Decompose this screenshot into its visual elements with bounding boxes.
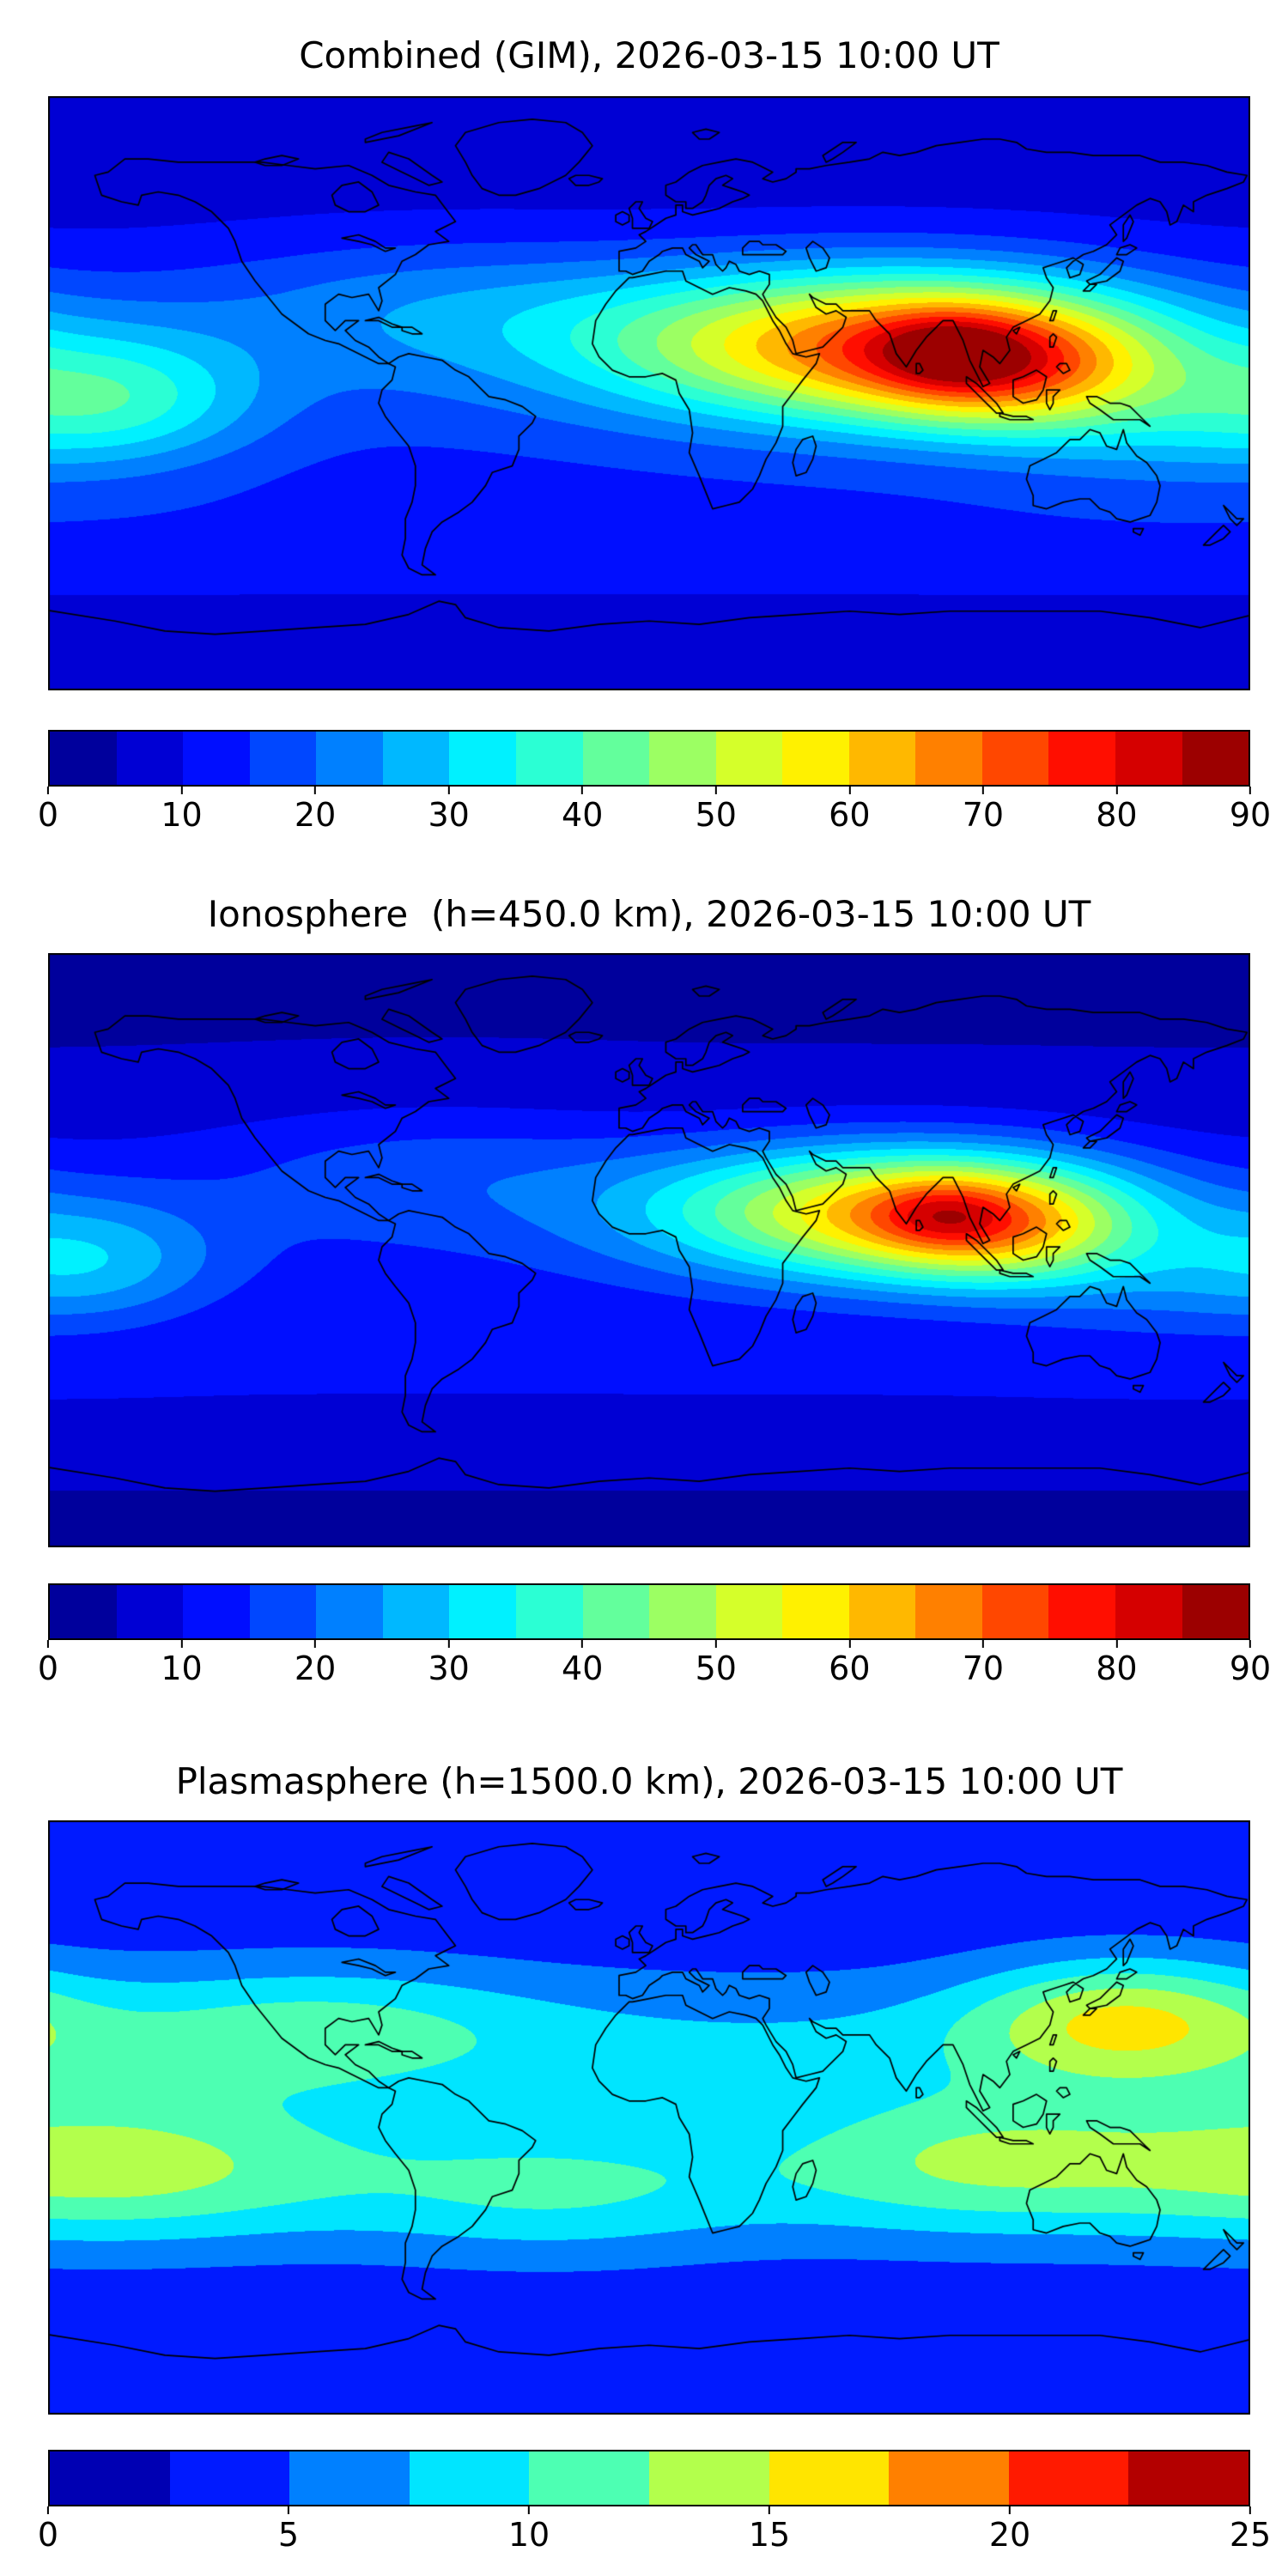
colorbar-segment [1048, 732, 1115, 785]
colorbar-segment [316, 1585, 383, 1638]
colorbar-tick-label: 10 [161, 787, 202, 831]
colorbar-segment [249, 732, 317, 785]
colorbar-segment [169, 2451, 290, 2505]
colorbar-segment [183, 1585, 250, 1638]
colorbar-tick-label: 15 [749, 2506, 790, 2551]
panel-title-combined: Combined (GIM), 2026-03-15 10:00 UT [299, 34, 999, 76]
colorbar-tick-label: 20 [295, 1640, 336, 1685]
map-ionosphere [48, 953, 1250, 1547]
colorbar-tick-label: 40 [562, 787, 603, 831]
colorbar-tick-label: 30 [428, 1640, 469, 1685]
colorbar-ticks-ionosphere: 0 10 20 30 40 50 60 70 80 90 [38, 1640, 1271, 1693]
colorbar-tick-label: 30 [428, 787, 469, 831]
colorbar-segment [715, 1585, 783, 1638]
colorbar-tick-label: 80 [1096, 787, 1137, 831]
colorbar-combined [48, 730, 1250, 787]
colorbar-segment [449, 732, 516, 785]
colorbar-segment [915, 732, 982, 785]
colorbar-segment [848, 1585, 916, 1638]
colorbar-segment [249, 1585, 317, 1638]
panel-title-plasmasphere: Plasmasphere (h=1500.0 km), 2026-03-15 1… [175, 1760, 1123, 1802]
colorbar-segment [981, 732, 1049, 785]
colorbar-segment [848, 732, 916, 785]
colorbar-segment [1128, 2451, 1249, 2505]
colorbar-tick-label: 70 [963, 1640, 1004, 1685]
colorbar-segment [116, 1585, 184, 1638]
colorbar-segment [116, 732, 184, 785]
colorbar-segment [649, 732, 716, 785]
colorbar-segment [382, 732, 450, 785]
colorbar-segment [1182, 1585, 1249, 1638]
colorbar-tick-label: 50 [696, 1640, 737, 1685]
colorbar-tick-label: 25 [1230, 2506, 1271, 2551]
map-canvas-plasmasphere [48, 1820, 1250, 2415]
colorbar-tick-label: 80 [1096, 1640, 1137, 1685]
colorbar-segment [50, 2451, 170, 2505]
colorbar-segment [382, 1585, 450, 1638]
colorbar-tick-label: 90 [1230, 1640, 1271, 1685]
colorbar-segment [529, 2451, 649, 2505]
colorbar-tick-label: 10 [161, 1640, 202, 1685]
colorbar-segment [782, 1585, 849, 1638]
colorbar-tick-label: 0 [38, 2506, 58, 2551]
colorbar-tick-label: 60 [829, 1640, 870, 1685]
map-canvas-ionosphere [48, 953, 1250, 1547]
colorbar-segment [50, 732, 117, 785]
colorbar-tick-label: 0 [38, 1640, 58, 1685]
colorbar-tick-label: 20 [295, 787, 336, 831]
colorbar-tick-label: 90 [1230, 787, 1271, 831]
map-canvas-combined [48, 96, 1250, 690]
colorbar-segment [782, 732, 849, 785]
colorbar-tick-label: 0 [38, 787, 58, 831]
colorbar-tick-label: 10 [508, 2506, 550, 2551]
panel-title-ionosphere: Ionosphere (h=450.0 km), 2026-03-15 10:0… [207, 893, 1091, 935]
colorbar-segment [515, 1585, 583, 1638]
colorbar-segment [289, 2451, 410, 2505]
colorbar-segment [889, 2451, 1009, 2505]
colorbar-segment [715, 732, 783, 785]
colorbar-segment [649, 1585, 716, 1638]
map-combined [48, 96, 1250, 690]
colorbar-plasmasphere [48, 2450, 1250, 2506]
colorbar-tick-label: 70 [963, 787, 1004, 831]
colorbar-segment [769, 2451, 890, 2505]
colorbar-segment [648, 2451, 769, 2505]
colorbar-segment [981, 1585, 1049, 1638]
colorbar-ionosphere [48, 1583, 1250, 1640]
colorbar-segment [316, 732, 383, 785]
colorbar-tick-label: 20 [989, 2506, 1030, 2551]
colorbar-ticks-plasmasphere: 0 5 10 15 20 25 [38, 2506, 1271, 2560]
colorbar-ticks-combined: 0 10 20 30 40 50 60 70 80 90 [38, 787, 1271, 840]
colorbar-segment [515, 732, 583, 785]
colorbar-segment [183, 732, 250, 785]
colorbar-tick-label: 60 [829, 787, 870, 831]
colorbar-segment [1182, 732, 1249, 785]
colorbar-tick-label: 5 [278, 2506, 299, 2551]
colorbar-segment [915, 1585, 982, 1638]
colorbar-segment [582, 732, 650, 785]
colorbar-segment [582, 1585, 650, 1638]
colorbar-segment [449, 1585, 516, 1638]
colorbar-segment [50, 1585, 117, 1638]
colorbar-segment [1115, 1585, 1182, 1638]
colorbar-segment [409, 2451, 530, 2505]
colorbar-tick-label: 40 [562, 1640, 603, 1685]
colorbar-segment [1115, 732, 1182, 785]
colorbar-segment [1048, 1585, 1115, 1638]
colorbar-segment [1008, 2451, 1129, 2505]
map-plasmasphere [48, 1820, 1250, 2415]
colorbar-tick-label: 50 [696, 787, 737, 831]
